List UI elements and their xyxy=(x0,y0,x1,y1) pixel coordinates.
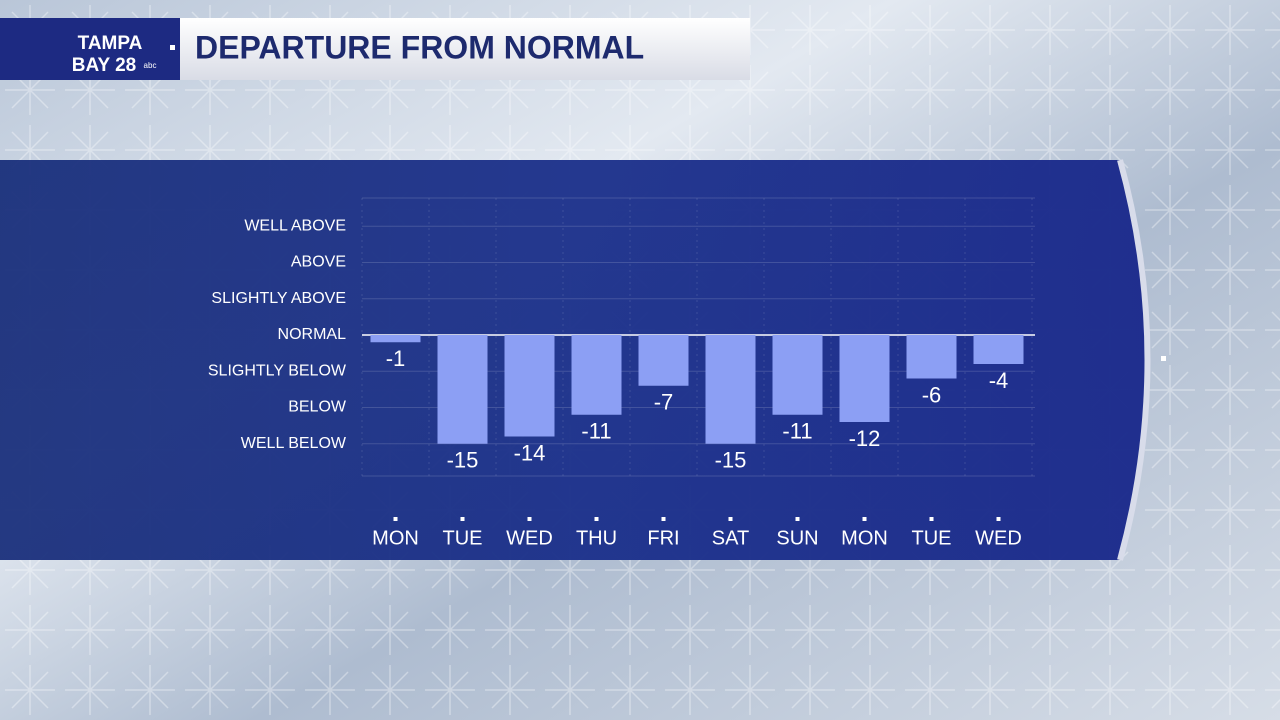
y-tick-label: NORMAL xyxy=(278,326,347,343)
value-label: -11 xyxy=(581,419,611,444)
x-tick-dot xyxy=(527,517,532,521)
x-tick-label: SUN xyxy=(776,527,818,549)
value-label: -14 xyxy=(514,440,546,465)
x-tick-dot xyxy=(862,517,867,521)
x-tick-label: MON xyxy=(841,527,888,549)
logo-dot xyxy=(170,45,175,50)
value-label: -15 xyxy=(447,448,479,473)
bar xyxy=(705,335,756,444)
value-label: -7 xyxy=(654,390,674,415)
x-tick-label: SAT xyxy=(712,527,749,549)
value-label: -6 xyxy=(922,382,942,407)
bar xyxy=(370,335,421,343)
value-label: -4 xyxy=(989,368,1009,393)
x-tick-dot xyxy=(661,517,666,521)
y-tick-label: BELOW xyxy=(288,399,347,416)
x-tick-dot xyxy=(795,517,800,521)
x-tick-label: TUE xyxy=(912,527,952,549)
x-tick-label: FRI xyxy=(647,527,679,549)
bar xyxy=(571,335,622,415)
bar xyxy=(973,335,1024,364)
logo-line-1: TAMPA xyxy=(78,33,143,54)
chart-title: DEPARTURE FROM NORMAL xyxy=(195,29,644,65)
x-tick-label: TUE xyxy=(443,527,483,549)
logo-line-2: BAY 28 xyxy=(72,55,136,76)
value-label: -12 xyxy=(849,426,881,451)
bar xyxy=(437,335,488,444)
bar xyxy=(772,335,823,415)
y-tick-label: WELL ABOVE xyxy=(244,217,346,234)
y-tick-label: ABOVE xyxy=(291,254,346,271)
bar xyxy=(638,335,689,386)
y-tick-label: SLIGHTLY BELOW xyxy=(208,362,347,379)
x-tick-dot xyxy=(460,517,465,521)
bar xyxy=(504,335,555,437)
x-tick-dot xyxy=(996,517,1001,521)
logo-box xyxy=(0,18,180,80)
x-tick-label: MON xyxy=(372,527,419,549)
plot-area: WELL BELOW BELOW SLIGHTLY BELOW NORMAL SLIGH… xyxy=(208,197,1035,549)
x-tick-label: WED xyxy=(506,527,553,549)
x-tick-label: THU xyxy=(576,527,617,549)
bar xyxy=(906,335,957,379)
value-label: -1 xyxy=(386,346,406,371)
x-tick-dot xyxy=(393,517,398,521)
panel-dot xyxy=(1161,356,1166,361)
x-tick-label: WED xyxy=(975,527,1022,549)
logo-network: abc xyxy=(144,61,157,70)
x-tick-dot xyxy=(594,517,599,521)
y-tick-label: WELL BELOW xyxy=(241,435,347,452)
x-tick-dot xyxy=(929,517,934,521)
panel-edge xyxy=(1117,159,1151,561)
bar xyxy=(839,335,890,422)
x-tick-dot xyxy=(728,517,733,521)
value-label: -11 xyxy=(782,419,812,444)
value-label: -15 xyxy=(715,448,747,473)
y-tick-label: SLIGHTLY ABOVE xyxy=(211,290,346,307)
